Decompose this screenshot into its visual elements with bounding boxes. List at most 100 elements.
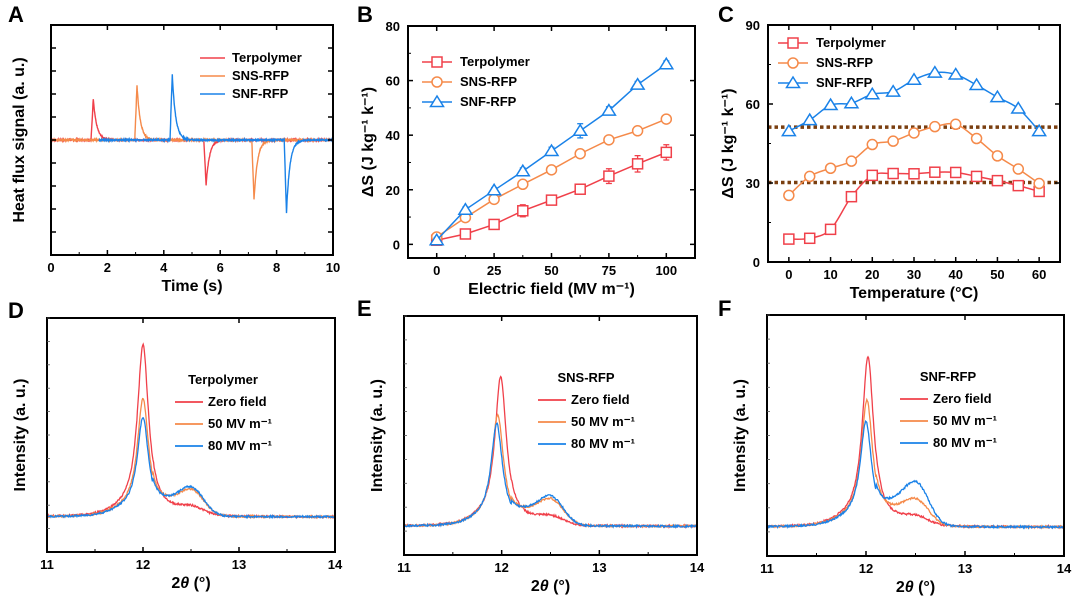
legend-label: 80 MV m⁻¹ (933, 435, 997, 450)
y-axis-title: Intensity (a. u.) (369, 379, 386, 492)
series-line-80-mv-m⁻¹ (403, 422, 698, 530)
y-tick-label: 40 (386, 128, 400, 143)
marker-circle (1012, 163, 1025, 175)
marker-triangle (543, 143, 560, 157)
marker-triangle (989, 89, 1006, 103)
marker-square (1012, 179, 1025, 192)
series-terpolymer (783, 166, 1045, 245)
x-tick-label: 11 (397, 560, 411, 575)
x-tick-label: 20 (865, 267, 879, 282)
x-title-theta: θ (180, 575, 189, 592)
marker-circle (603, 134, 615, 146)
x-axis-title: 2θ (°) (171, 575, 210, 592)
x-tick-label: 11 (40, 557, 54, 572)
marker-triangle (947, 67, 964, 80)
marker-triangle (601, 103, 617, 116)
series-line-zero-field (46, 342, 335, 519)
x-axis-title: Electric field (MV m⁻¹) (468, 281, 635, 298)
legend-label: SNF-RFP (232, 86, 289, 101)
marker-square (845, 190, 858, 203)
x-tick-label: 12 (494, 560, 508, 575)
legend-label: 50 MV m⁻¹ (208, 416, 272, 431)
x-tick-label: 13 (232, 557, 246, 572)
marker-triangle (864, 86, 881, 100)
series-terpolymer (430, 144, 673, 247)
marker-square (660, 146, 673, 159)
marker-triangle (968, 77, 985, 91)
legend-label: Zero field (933, 391, 992, 406)
panel-d: D 11 12 13 14 2θ (°) Intensity (a. u.) Terpolym… (8, 298, 343, 592)
legend-label: 80 MV m⁻¹ (208, 438, 272, 453)
marker-square (803, 232, 816, 245)
x-axis-title: Temperature (°C) (850, 285, 979, 302)
marker-square (488, 218, 500, 231)
marker-square (431, 56, 443, 68)
series-line-50-mv-m⁻¹ (46, 397, 336, 520)
marker-circle (431, 76, 443, 88)
marker-triangle (1010, 101, 1027, 114)
marker-circle (787, 57, 799, 69)
y-axis-title: ΔS (J kg⁻¹ k⁻¹) (720, 88, 737, 198)
marker-triangle (457, 202, 474, 215)
legend-label: Terpolymer (816, 35, 886, 50)
series-line-50-mv-m⁻¹ (403, 413, 698, 530)
marker-triangle (1031, 123, 1047, 137)
marker-circle (970, 132, 983, 145)
plot-frame (766, 314, 1065, 557)
y-tick-label: 20 (386, 183, 400, 198)
y-tick-label: 60 (746, 97, 760, 112)
series-line-80-mv-m⁻¹ (46, 416, 336, 520)
marker-triangle (781, 123, 797, 137)
panel-label: D (8, 298, 24, 323)
marker-square (545, 194, 558, 206)
x-tick-label: 0 (433, 263, 440, 278)
marker-triangle (429, 94, 445, 108)
series-snf-rfp (428, 56, 675, 246)
panel-label: C (718, 2, 734, 27)
marker-circle (803, 170, 816, 183)
legend-label: Terpolymer (232, 50, 302, 65)
x-tick-label: 0 (47, 260, 54, 275)
x-tick-label: 6 (217, 260, 224, 275)
y-tick-label: 30 (746, 176, 760, 191)
x-tick-label: 50 (990, 267, 1004, 282)
y-tick-label: 0 (393, 237, 400, 252)
legend-title: SNS-RFP (557, 370, 614, 385)
marker-circle (929, 120, 941, 133)
legend-label: Zero field (208, 394, 267, 409)
y-axis-title: Intensity (a. u.) (732, 379, 749, 492)
x-axis-title: Time (s) (161, 278, 222, 295)
series-line-snf-rfp (98, 74, 334, 214)
x-tick-label: 0 (785, 267, 792, 282)
x-tick-label: 10 (326, 260, 340, 275)
marker-square (459, 228, 472, 240)
marker-triangle (801, 112, 818, 126)
x-title-part: 2 (171, 575, 180, 592)
marker-square (574, 183, 586, 195)
x-tick-label: 4 (160, 260, 168, 275)
marker-triangle (843, 95, 860, 109)
panel-label: F (718, 296, 731, 321)
x-axis-title: 2θ (°) (896, 579, 935, 596)
marker-circle (866, 138, 879, 151)
marker-circle (545, 164, 558, 176)
x-axis-title: 2θ (°) (531, 578, 570, 595)
x-tick-label: 2 (104, 260, 111, 275)
panel-label: A (8, 2, 24, 27)
x-tick-label: 14 (1057, 561, 1072, 576)
x-tick-label: 25 (487, 263, 501, 278)
marker-square (887, 167, 899, 180)
series-sns-rfp (783, 118, 1045, 202)
legend-label: 80 MV m⁻¹ (571, 436, 635, 451)
x-title-theta: θ (540, 578, 549, 595)
marker-triangle (822, 97, 839, 111)
marker-triangle (885, 84, 901, 97)
series-sns-rfp (430, 113, 673, 243)
y-axis-title: Intensity (a. u.) (12, 379, 29, 492)
legend-label: SNS-RFP (232, 68, 289, 83)
plot-frame (403, 315, 698, 556)
marker-square (908, 168, 920, 180)
marker-square (783, 233, 795, 245)
panel-e: E 11 12 13 14 2θ (°) Intensity (a. u.) SNS-RFP Z… (357, 296, 705, 595)
